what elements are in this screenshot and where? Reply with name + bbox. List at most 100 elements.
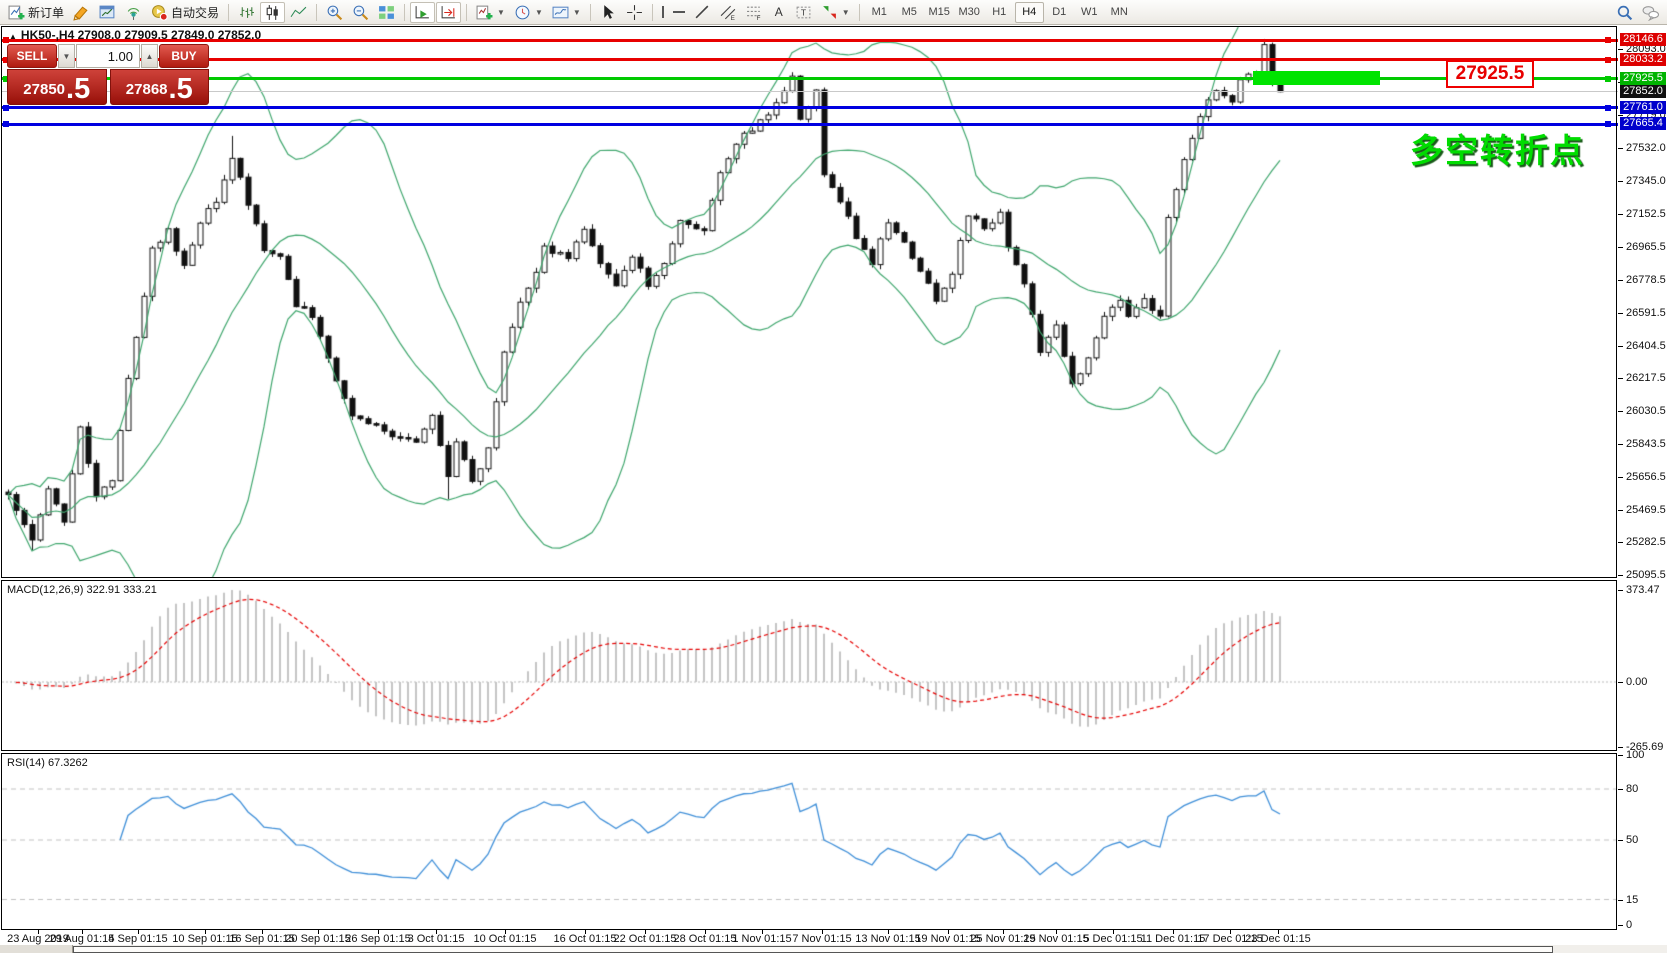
timeframe-h1[interactable]: H1	[985, 2, 1014, 23]
profiles-button[interactable]	[95, 2, 120, 23]
date-tick-label: 17 Dec 01:15	[1197, 933, 1263, 945]
candlestick-chart-button[interactable]	[260, 1, 286, 23]
timeframe-h4[interactable]: H4	[1014, 1, 1044, 23]
auto-scroll-button[interactable]	[410, 1, 436, 23]
arrows-button[interactable]: ▼	[817, 2, 854, 23]
zoom-in-button[interactable]	[322, 2, 347, 23]
timeframe-m5[interactable]: M5	[895, 2, 924, 23]
date-tick-mark	[1056, 930, 1057, 934]
text-button[interactable]: A	[768, 2, 790, 23]
channel-button[interactable]: E	[716, 2, 741, 23]
toolbar-separator	[858, 3, 860, 21]
date-tick-mark	[1278, 930, 1279, 934]
timeframe-m30[interactable]: M30	[955, 2, 984, 23]
timeframe-m1[interactable]: M1	[865, 2, 894, 23]
clock-icon	[515, 5, 530, 19]
horizontal-line-icon	[672, 11, 685, 13]
autotrading-button[interactable]: 自动交易	[147, 2, 223, 23]
macd-tick-label: 0.00	[1626, 676, 1648, 688]
horizontal-line-button[interactable]	[669, 2, 689, 23]
crosshair-button[interactable]	[622, 2, 647, 23]
price-tick-mark	[1618, 378, 1623, 380]
toolbar-separator	[404, 3, 406, 21]
dropdown-caret-icon: ▼	[841, 7, 850, 17]
fibonacci-button[interactable]: F	[742, 2, 767, 23]
buy-price-button[interactable]: 27868.5	[109, 69, 209, 105]
price-line-27925.5[interactable]	[2, 77, 1618, 81]
vertical-line-icon	[661, 6, 664, 18]
zoom-out-button[interactable]	[348, 2, 373, 23]
date-tick-mark	[378, 930, 379, 934]
volume-input[interactable]: 1.00	[76, 44, 140, 68]
sell-button[interactable]: SELL	[7, 44, 57, 68]
volume-decrease-button[interactable]: ▼	[58, 44, 75, 68]
buy-button[interactable]: BUY	[159, 44, 209, 68]
price-line-27665.4[interactable]	[2, 122, 1618, 126]
scrollbar-left-notch[interactable]	[0, 945, 73, 953]
date-tick-mark	[38, 930, 39, 934]
toolbar-separator	[228, 3, 230, 21]
community-chat-button[interactable]	[1638, 2, 1663, 23]
trendline-button[interactable]	[690, 2, 715, 23]
sell-price-button[interactable]: 27850.5	[7, 69, 107, 105]
toolbar-separator	[466, 3, 468, 21]
vertical-line-button[interactable]	[658, 2, 668, 23]
cursor-button[interactable]	[596, 2, 621, 23]
new-order-button[interactable]: 新订单	[4, 2, 68, 23]
date-tick-mark	[762, 930, 763, 934]
chart-styles-button[interactable]	[69, 2, 94, 23]
timeframe-d1[interactable]: D1	[1045, 2, 1074, 23]
rsi-tick-mark	[1618, 899, 1623, 901]
line-anchor-marker	[3, 37, 9, 43]
chart-shift-button[interactable]	[436, 1, 462, 23]
periods-button[interactable]: ▼	[510, 2, 547, 23]
text-label-icon: T	[796, 6, 811, 18]
date-tick-label: 22 Oct 01:15	[613, 933, 677, 945]
timeframe-w1[interactable]: W1	[1075, 2, 1104, 23]
price-line-27761.0[interactable]	[2, 106, 1618, 110]
search-icon	[1617, 5, 1633, 20]
price-tick-label: 26965.5	[1626, 241, 1666, 254]
macd-indicator-label: MACD(12,26,9) 322.91 333.21	[7, 584, 157, 596]
tile-windows-button[interactable]	[374, 2, 399, 23]
timeframe-m15[interactable]: M15	[925, 2, 954, 23]
volume-increase-button[interactable]: ▲	[141, 44, 158, 68]
date-tick-label: 16 Oct 01:15	[553, 933, 617, 945]
auto-scroll-icon	[415, 5, 429, 18]
rsi-tick-label: 0	[1626, 919, 1633, 931]
fibonacci-icon: F	[746, 6, 760, 21]
caret-down-icon: ▼	[62, 51, 71, 61]
line-anchor-marker	[3, 56, 9, 63]
chat-icon	[1642, 5, 1659, 21]
new-order-label: 新订单	[28, 5, 65, 20]
candlestick-chart-icon	[266, 4, 278, 20]
date-tick-mark	[645, 930, 646, 934]
date-tick-label: 4 Sep 01:15	[108, 933, 168, 945]
dropdown-caret-icon: ▼	[497, 7, 505, 17]
price-callout-label[interactable]: 27925.5	[1446, 60, 1534, 88]
toolbar: 新订单 自动交易 ▼ ▼	[0, 0, 1667, 25]
indicators-button[interactable]: ▼	[472, 2, 509, 23]
rsi-tick-mark	[1618, 840, 1623, 841]
horizontal-scrollbar-thumb[interactable]	[73, 946, 1553, 953]
rsi-tick-label: 80	[1626, 783, 1639, 795]
date-tick-label: 26 Sep 01:15	[345, 933, 411, 945]
annotation-note-text[interactable]: 多空转折点	[1410, 132, 1585, 169]
search-button[interactable]	[1612, 2, 1637, 23]
equidistant-channel-icon: E	[720, 5, 736, 21]
timeframe-mn[interactable]: MN	[1105, 2, 1134, 23]
date-tick-label: 5 Dec 01:15	[1083, 933, 1143, 945]
bar-chart-button[interactable]	[234, 2, 259, 23]
line-chart-button[interactable]	[286, 2, 311, 23]
price-tick-mark	[1618, 147, 1623, 149]
template-chart-icon	[552, 6, 569, 18]
tick-chart-button[interactable]	[121, 2, 146, 23]
price-line-28033.2[interactable]	[2, 58, 1618, 62]
highlight-rectangle[interactable]	[1253, 71, 1380, 85]
text-label-button[interactable]: T	[791, 2, 816, 23]
templates-button[interactable]: ▼	[548, 2, 585, 23]
price-line-axis-label: 27852.0	[1620, 84, 1666, 98]
price-line-28146.6[interactable]	[2, 38, 1618, 42]
